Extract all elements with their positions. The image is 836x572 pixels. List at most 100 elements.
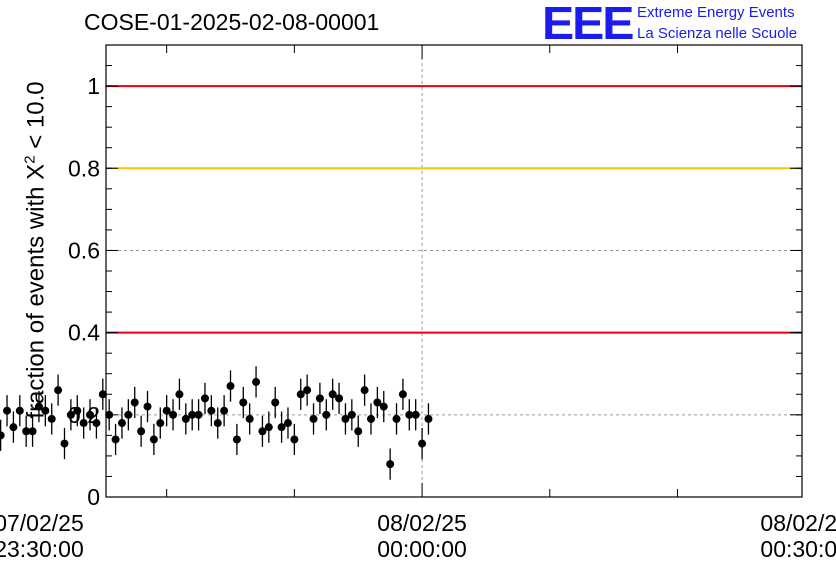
- data-point: [86, 399, 95, 431]
- point-marker: [335, 394, 344, 403]
- data-point: [149, 423, 158, 456]
- point-marker: [360, 386, 369, 395]
- data-point: [347, 399, 356, 431]
- data-point: [277, 411, 286, 443]
- point-marker: [226, 382, 235, 391]
- data-point: [258, 415, 267, 447]
- point-marker: [188, 410, 197, 419]
- logo-line-2: La Scienza nelle Scuole: [637, 25, 798, 42]
- data-point: [360, 374, 369, 406]
- data-point: [54, 374, 63, 406]
- x-tick-label-date: 08/02/25: [377, 510, 467, 536]
- point-marker: [111, 435, 120, 444]
- point-marker: [86, 410, 95, 419]
- point-marker: [92, 419, 101, 428]
- y-tick-label: 0.8: [68, 155, 100, 181]
- data-point: [379, 390, 388, 423]
- data-point: [207, 395, 216, 427]
- point-marker: [181, 414, 190, 423]
- point-marker: [411, 410, 420, 419]
- data-point: [188, 399, 197, 431]
- point-marker: [22, 427, 31, 436]
- data-point: [341, 403, 350, 435]
- data-point: [47, 403, 56, 435]
- data-point: [194, 399, 203, 431]
- data-point: [34, 390, 43, 423]
- data-point: [73, 395, 82, 427]
- point-marker: [239, 398, 248, 407]
- data-point: [322, 399, 331, 431]
- y-tick-label: 0.4: [68, 320, 100, 346]
- data-point: [175, 378, 184, 410]
- logo-line-1: Extreme Energy Events: [637, 4, 795, 21]
- point-marker: [143, 402, 152, 411]
- point-marker: [54, 386, 63, 395]
- point-marker: [290, 435, 299, 444]
- x-tick-label-time: 23:30:00: [0, 536, 84, 562]
- tick-labels: 00.20.40.60.8107/02/2523:30:0008/02/2500…: [0, 73, 836, 562]
- data-point: [290, 423, 299, 456]
- point-marker: [41, 406, 50, 415]
- data-point: [156, 407, 165, 439]
- data-point: [9, 411, 18, 443]
- point-marker: [303, 386, 312, 395]
- data-point: [245, 403, 254, 435]
- data-point: [354, 415, 363, 447]
- y-axis-label-suffix: < 10.0: [22, 81, 50, 156]
- data-point: [296, 378, 305, 410]
- y-tick-label: 0: [87, 484, 100, 510]
- point-marker: [386, 460, 395, 469]
- x-tick-label-date: 07/02/25: [0, 510, 84, 536]
- point-marker: [271, 398, 280, 407]
- data-point: [124, 399, 133, 431]
- point-marker: [175, 390, 184, 399]
- data-point: [424, 403, 433, 435]
- data-point: [181, 403, 190, 435]
- point-marker: [34, 402, 43, 411]
- data-point: [98, 378, 107, 410]
- data-point: [60, 427, 69, 460]
- data-point: [283, 407, 292, 439]
- data-point: [111, 423, 120, 456]
- point-marker: [245, 414, 254, 423]
- data-point: [79, 407, 88, 439]
- data-point: [418, 427, 427, 460]
- point-marker: [366, 414, 375, 423]
- data-points: [0, 366, 433, 480]
- point-marker: [15, 406, 24, 415]
- chart-title: COSE-01-2025-02-08-00001: [84, 9, 380, 35]
- point-marker: [264, 423, 273, 432]
- data-point: [226, 370, 235, 402]
- data-point: [41, 395, 50, 427]
- point-marker: [232, 435, 241, 444]
- point-marker: [277, 423, 286, 432]
- point-marker: [315, 394, 324, 403]
- data-point: [220, 395, 229, 427]
- point-marker: [398, 390, 407, 399]
- x-tick-label-time: 00:00:00: [377, 536, 467, 562]
- data-point: [303, 374, 312, 406]
- data-point: [92, 407, 101, 439]
- data-point: [232, 423, 241, 456]
- point-marker: [392, 414, 401, 423]
- y-tick-label: 0.2: [68, 402, 100, 428]
- point-marker: [169, 410, 178, 419]
- data-point: [0, 419, 5, 451]
- data-point: [315, 382, 324, 414]
- eee-logo: EEE: [542, 0, 634, 49]
- data-point: [264, 411, 273, 443]
- grid: [106, 45, 802, 497]
- point-marker: [28, 427, 37, 436]
- data-point: [252, 366, 261, 398]
- data-point: [239, 386, 248, 419]
- point-marker: [3, 406, 12, 415]
- point-marker: [98, 390, 107, 399]
- point-marker: [220, 406, 229, 415]
- point-marker: [213, 419, 222, 428]
- point-marker: [79, 419, 88, 428]
- point-marker: [328, 390, 337, 399]
- point-marker: [47, 414, 56, 423]
- point-marker: [322, 410, 331, 419]
- data-point: [66, 399, 75, 431]
- data-point: [117, 407, 126, 439]
